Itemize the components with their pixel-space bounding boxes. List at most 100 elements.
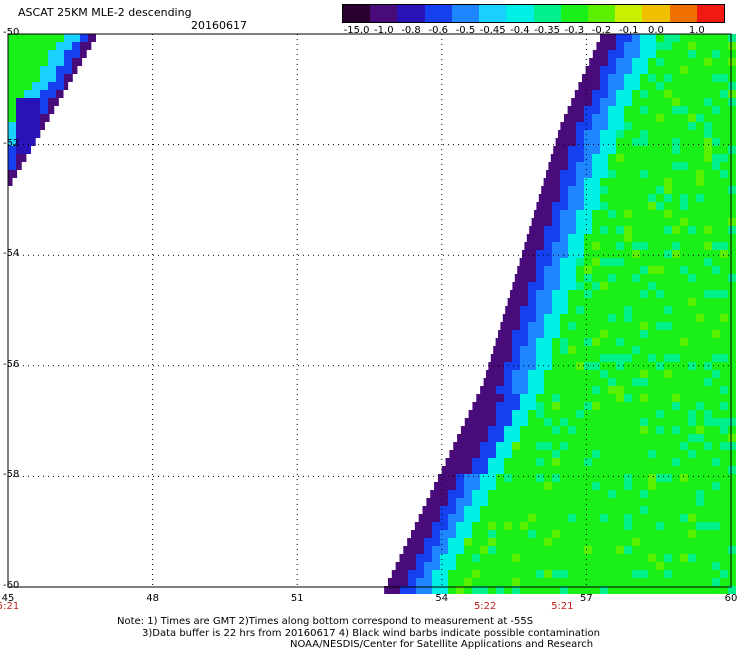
swath-cell [528, 554, 536, 562]
swath-cell [648, 210, 656, 218]
swath-cell [720, 522, 728, 530]
swath-cell [592, 74, 600, 82]
swath-cell [672, 282, 680, 290]
swath-cell [520, 482, 528, 490]
swath-cell [584, 98, 592, 106]
swath-cell [656, 474, 664, 482]
swath-cell [529, 226, 538, 234]
swath-cell [720, 466, 728, 474]
swath-cell [680, 514, 688, 522]
swath-cell [520, 514, 528, 522]
swath-cell [8, 170, 16, 178]
swath-cell [688, 450, 696, 458]
swath-cell [608, 570, 616, 578]
swath-cell [656, 586, 664, 594]
swath-cell [48, 58, 56, 66]
swath-cell [448, 522, 456, 530]
swath-cell [616, 114, 624, 122]
swath-cell [616, 402, 624, 410]
swath-cell [616, 410, 624, 418]
swath-cell [728, 186, 736, 194]
swath-cell [584, 322, 592, 330]
swath-cell [704, 218, 712, 226]
swath-cell [608, 122, 616, 130]
swath-cell [680, 322, 688, 330]
swath-cell [488, 546, 496, 554]
swath-cell [648, 474, 656, 482]
swath-cell [568, 570, 576, 578]
swath-cell [712, 490, 720, 498]
swath-cell [656, 34, 664, 42]
swath-cell [592, 418, 600, 426]
swath-cell [464, 522, 472, 530]
swath-cell [552, 506, 560, 514]
swath-cell [560, 186, 568, 194]
swath-cell [544, 266, 552, 274]
swath-cell [680, 474, 688, 482]
swath-cell [440, 554, 448, 562]
swath-cell [592, 378, 600, 386]
colorbar-label: -0.3 [564, 25, 585, 36]
swath-cell [584, 554, 592, 562]
swath-cell [648, 530, 656, 538]
swath-cell [592, 266, 600, 274]
swath-cell [720, 66, 728, 74]
swath-cell [592, 154, 600, 162]
swath-cell [536, 402, 544, 410]
swath-cell [576, 466, 584, 474]
swath-cell [584, 250, 592, 258]
swath-cell [496, 562, 504, 570]
swath-cell [696, 130, 704, 138]
swath-cell [544, 258, 552, 266]
swath-cell [648, 418, 656, 426]
swath-cell [608, 338, 616, 346]
swath-cell [544, 466, 552, 474]
swath-cell [568, 530, 576, 538]
swath-cell [496, 538, 504, 546]
swath-cell [568, 178, 576, 186]
swath-cell [560, 154, 568, 162]
swath-cell [656, 378, 664, 386]
swath-cell [528, 402, 536, 410]
swath-cell [696, 386, 704, 394]
swath-cell [40, 50, 48, 58]
swath-cell [624, 122, 632, 130]
swath-cell [616, 290, 624, 298]
swath-cell [560, 426, 568, 434]
swath-cell [32, 130, 40, 138]
swath-cell [728, 154, 736, 162]
colorbar-label: -0.1 [618, 25, 639, 36]
swath-cell [600, 466, 608, 474]
swath-cell [560, 378, 568, 386]
swath-cell [712, 258, 720, 266]
swath-cell [704, 474, 712, 482]
swath-cell [728, 34, 736, 42]
swath-cell [664, 90, 672, 98]
swath-cell [632, 82, 640, 90]
swath-cell [712, 378, 720, 386]
swath-cell [584, 202, 592, 210]
swath-cell [8, 82, 16, 90]
swath-cell [488, 394, 496, 402]
swath-cell [672, 66, 680, 74]
swath-cell [544, 386, 552, 394]
swath-cell [536, 266, 544, 274]
swath-cell [552, 450, 560, 458]
swath-cell [448, 530, 456, 538]
swath-cell [8, 66, 16, 74]
swath-cell [576, 402, 584, 410]
swath-cell [56, 98, 59, 106]
swath-cell [520, 290, 528, 298]
swath-cell [664, 490, 672, 498]
swath-cell [696, 586, 704, 594]
swath-cell [672, 514, 680, 522]
swath-cell [552, 418, 560, 426]
swath-cell [544, 234, 552, 242]
swath-cell [592, 258, 600, 266]
swath-cell [696, 578, 704, 586]
swath-cell [592, 450, 600, 458]
swath-cell [416, 538, 424, 546]
swath-cell [656, 66, 664, 74]
colorbar-segment [587, 5, 616, 22]
swath-cell [688, 362, 696, 370]
